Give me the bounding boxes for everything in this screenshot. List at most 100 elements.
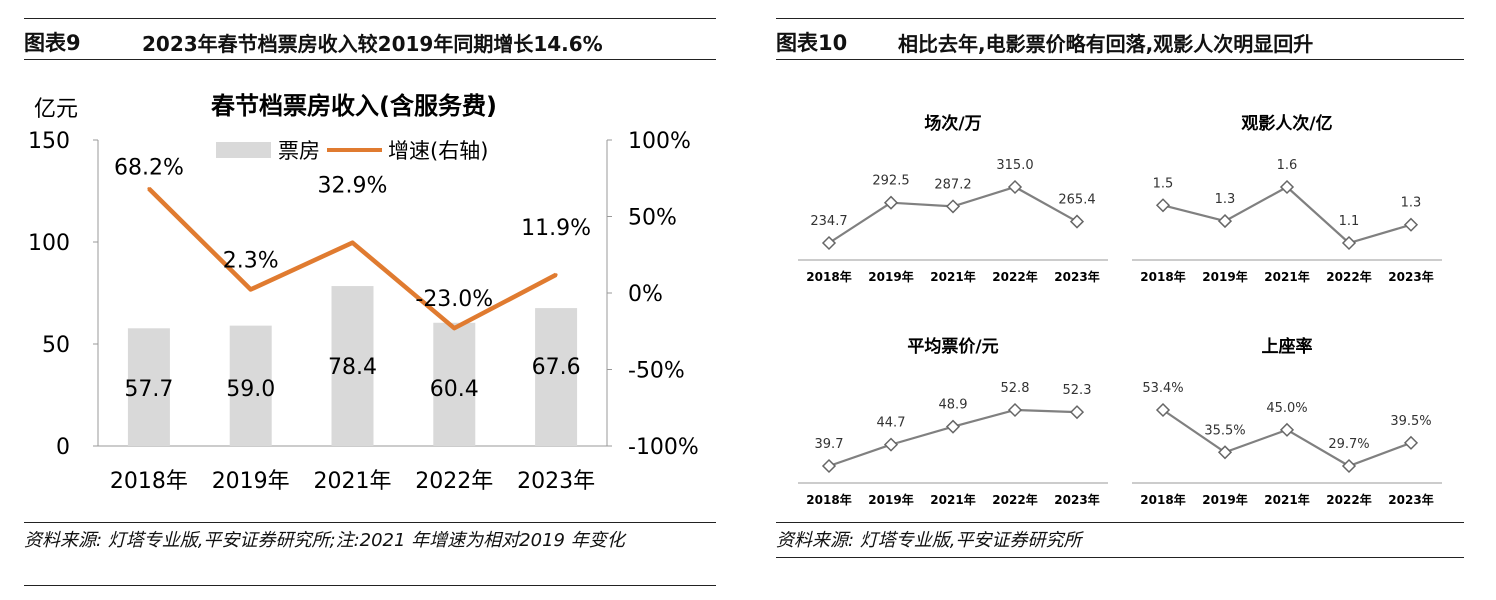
occupancy-x-tick-label: 2021年: [1264, 492, 1309, 507]
occupancy-value-label: 39.5%: [1390, 414, 1431, 429]
screenings-x-tick-label: 2022年: [992, 269, 1037, 284]
growth-value-label: 2.3%: [223, 248, 279, 273]
occupancy-x-tick-label: 2019年: [1202, 492, 1247, 507]
avg-price-point-2021年: [945, 419, 961, 434]
x-tick-label: 2019年: [212, 469, 290, 494]
figure-9-source: 资料来源: 灯塔专业版,平安证券研究所;注:2021 年增速为相对2019 年变…: [24, 522, 716, 586]
x-tick-label: 2022年: [415, 469, 493, 494]
figure-10-label: 图表10: [776, 31, 848, 55]
x-tick-label: 2018年: [110, 469, 188, 494]
figure-10-header: 图表10 相比去年,电影票价略有回落,观影人次明显回升: [776, 18, 1464, 60]
avg-price-point-2023年: [1069, 405, 1085, 420]
screenings-point-2021年: [945, 199, 961, 214]
admissions-point-2019年: [1217, 214, 1233, 229]
occupancy-x-tick-label: 2018年: [1140, 492, 1185, 507]
avg-price-point-2019年: [883, 437, 899, 452]
screenings-x-tick-label: 2018年: [806, 269, 851, 284]
occupancy-value-label: 53.4%: [1142, 381, 1183, 396]
figure-9-title: 2023年春节档票房收入较2019年同期增长14.6%: [142, 32, 603, 56]
occupancy-x-tick-label: 2023年: [1388, 492, 1433, 507]
admissions-x-tick-label: 2021年: [1264, 269, 1309, 284]
growth-value-label: 68.2%: [114, 156, 184, 181]
occupancy-value-label: 45.0%: [1266, 401, 1307, 416]
screenings-x-tick-label: 2019年: [868, 269, 913, 284]
growth-value-label: 11.9%: [521, 216, 591, 241]
occupancy-point-2022年: [1341, 458, 1357, 474]
growth-point-2022年: [452, 326, 456, 330]
screenings-x-tick-label: 2021年: [930, 269, 975, 284]
growth-value-label: -23.0%: [415, 287, 493, 312]
avg-price-x-tick-label: 2018年: [806, 492, 851, 507]
y-tick-label-right: 100%: [628, 129, 691, 154]
avg-price-x-tick-label: 2019年: [868, 492, 913, 507]
occupancy-x-tick-label: 2022年: [1326, 492, 1371, 507]
y-axis-unit: 亿元: [34, 97, 78, 122]
screenings-point-2019年: [883, 195, 899, 210]
screenings-value-label: 315.0: [996, 158, 1033, 173]
growth-point-2019年: [249, 287, 253, 291]
figure-9-header: 图表9 2023年春节档票房收入较2019年同期增长14.6%: [24, 18, 716, 60]
avg-price-value-label: 39.7: [815, 437, 844, 452]
avg-price-x-tick-label: 2023年: [1054, 492, 1099, 507]
bar-2018年: [127, 328, 170, 446]
admissions-value-label: 1.5: [1153, 176, 1174, 191]
y-tick-label-right: -100%: [628, 435, 699, 460]
y-tick-label-left: 0: [56, 435, 70, 460]
avg-price-x-tick-label: 2022年: [992, 492, 1037, 507]
admissions-point-2023年: [1403, 217, 1419, 232]
box-office-chart: 亿元 春节档票房收入(含服务费) 票房 增速(右轴) 0 50 100 150 -100% -50…: [28, 92, 699, 494]
bar-value-label: 60.4: [430, 377, 479, 402]
small-multiples-chart: 场次/万 2018年 2019年 2021年 2022年 2023年 234.7 292.5 2…: [798, 113, 1442, 507]
figure-10-title: 相比去年,电影票价略有回落,观影人次明显回升: [898, 32, 1314, 56]
y-tick-label-left: 50: [42, 333, 70, 358]
admissions-title: 观影人次/亿: [1240, 113, 1332, 134]
avg-price-point-2022年: [1007, 402, 1023, 418]
screenings-value-label: 292.5: [872, 174, 909, 189]
y-tick-label-right: -50%: [628, 359, 685, 384]
legend-bar-swatch: [216, 142, 271, 158]
chart-title: 春节档票房收入(含服务费): [211, 92, 497, 120]
avg-price-value-label: 52.3: [1063, 383, 1092, 398]
admissions-point-2022年: [1341, 235, 1357, 251]
occupancy-title: 上座率: [1262, 336, 1313, 357]
y-tick-label-left: 150: [28, 129, 70, 154]
growth-point-2021年: [351, 241, 354, 245]
bar-value-label: 59.0: [226, 377, 275, 402]
screenings-value-label: 265.4: [1058, 193, 1095, 208]
figure-9-label: 图表9: [24, 31, 81, 55]
legend-bar-label: 票房: [278, 139, 320, 163]
figure-9: 图表9 2023年春节档票房收入较2019年同期增长14.6% 亿元 春节档票房收…: [24, 0, 716, 600]
admissions-value-label: 1.3: [1215, 192, 1236, 207]
occupancy-line: [1162, 409, 1412, 468]
avg-price-line: [828, 408, 1078, 468]
bar-value-label: 57.7: [124, 377, 173, 402]
admissions-x-tick-label: 2022年: [1326, 269, 1371, 284]
y-tick-label-right: 0%: [628, 282, 663, 307]
admissions-value-label: 1.3: [1401, 196, 1422, 211]
growth-point-2018年: [147, 187, 151, 191]
screenings-point-2023年: [1069, 214, 1085, 229]
bar-2021年: [331, 286, 374, 446]
admissions-value-label: 1.1: [1339, 214, 1360, 229]
bar-2019年: [229, 325, 272, 446]
admissions-point-2018年: [1155, 198, 1171, 213]
figure-10: 图表10 相比去年,电影票价略有回落,观影人次明显回升 场次/万 2018年 201…: [776, 0, 1464, 600]
legend-line-label: 增速(右轴): [388, 139, 488, 163]
screenings-line: [828, 185, 1078, 244]
screenings-point-2018年: [821, 235, 837, 251]
occupancy-point-2023年: [1403, 435, 1419, 450]
avg-price-value-label: 44.7: [877, 416, 906, 431]
admissions-x-tick-label: 2018年: [1140, 269, 1185, 284]
avg-price-point-2018年: [821, 458, 837, 474]
screenings-title: 场次/万: [924, 113, 981, 134]
bar-value-label: 78.4: [328, 355, 377, 380]
occupancy-value-label: 29.7%: [1328, 437, 1369, 452]
occupancy-value-label: 35.5%: [1204, 423, 1245, 438]
admissions-line: [1162, 185, 1412, 245]
growth-point-2023年: [554, 273, 558, 277]
admissions-point-2021年: [1279, 179, 1295, 195]
occupancy-point-2021年: [1279, 422, 1295, 437]
bar-2022年: [433, 322, 476, 446]
avg-price-x-tick-label: 2021年: [930, 492, 975, 507]
avg-price-title: 平均票价/元: [907, 336, 998, 357]
